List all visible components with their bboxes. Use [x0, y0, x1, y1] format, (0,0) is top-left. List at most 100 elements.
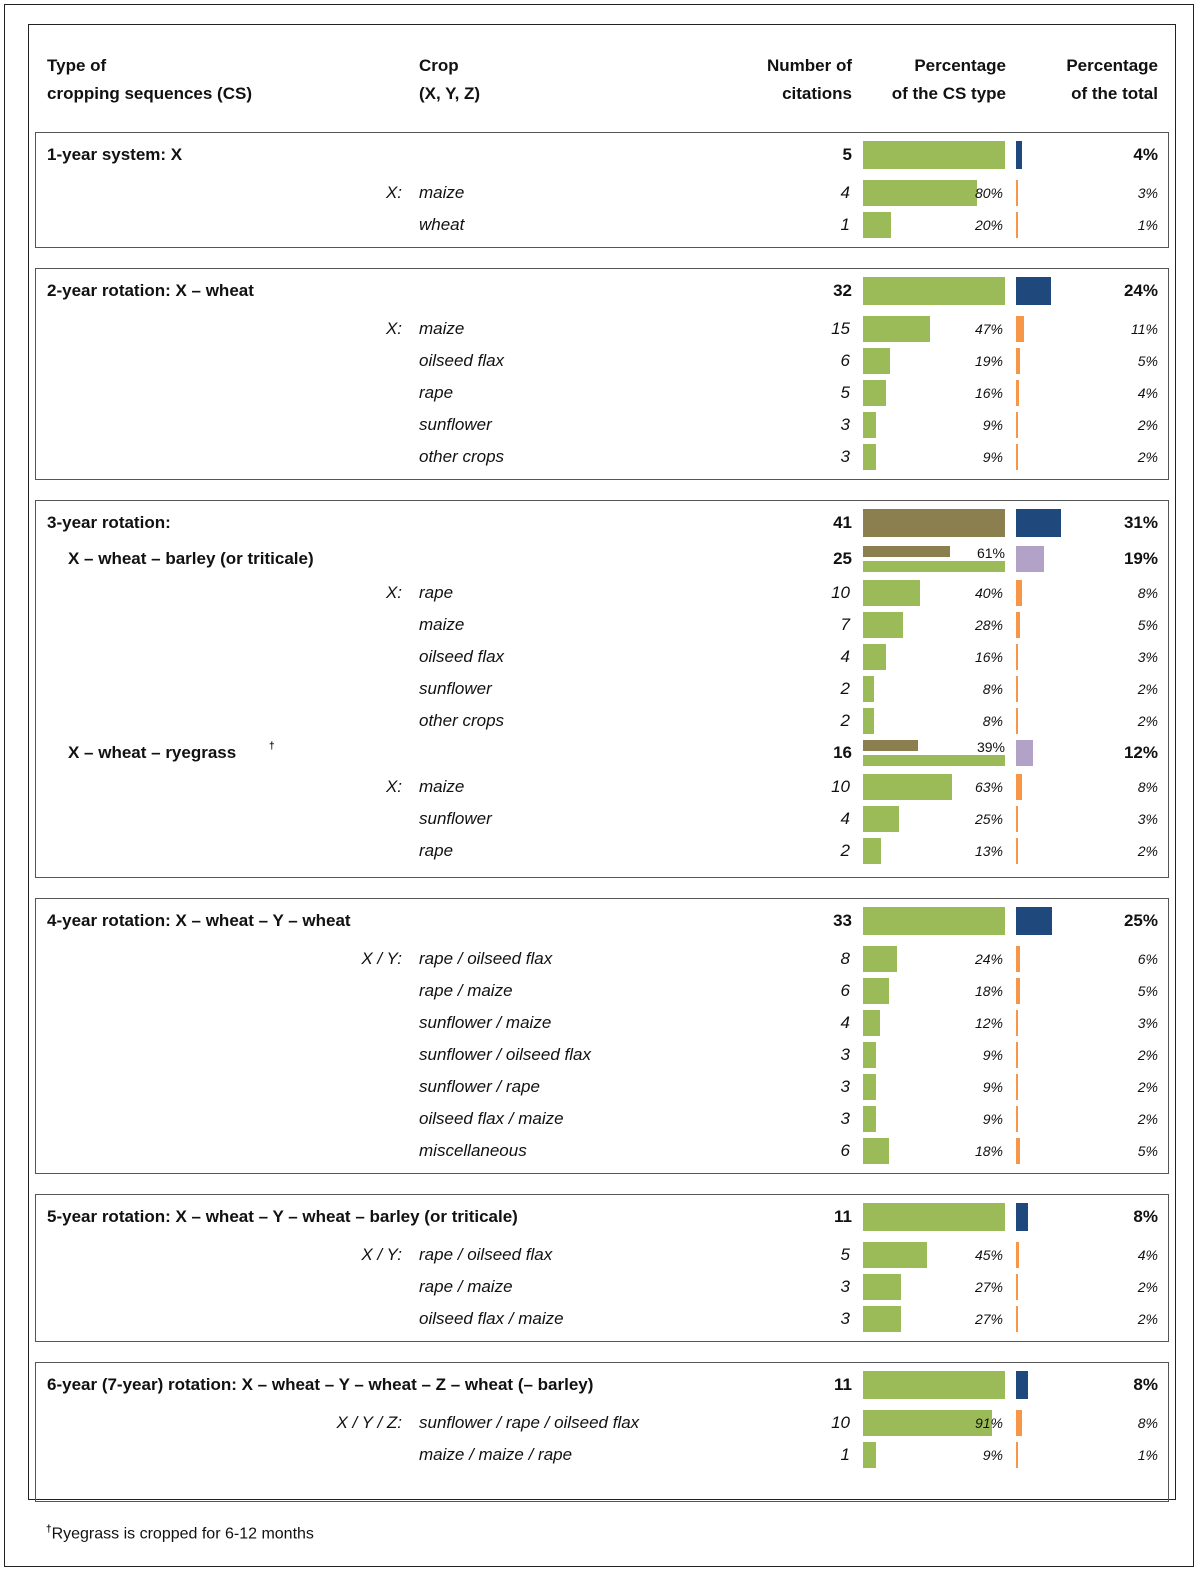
crop-name: maize [419, 777, 465, 796]
header-pct-cs: Percentage of the CS type [840, 52, 1006, 108]
crop-row: X: maize 10 63% 8% [0, 772, 1200, 802]
crop-total-bar [1016, 316, 1024, 342]
section-total-bar [1016, 1203, 1028, 1231]
crop-total-bar [1016, 444, 1018, 470]
crop-count: 5 [840, 383, 850, 402]
crop-pct: 9% [982, 1447, 1003, 1463]
crop-total-pct: 6% [1137, 951, 1158, 967]
crop-pct: 9% [982, 1111, 1003, 1127]
crop-cs-bar [863, 1042, 876, 1068]
section-box [35, 268, 1169, 480]
section-total-pct: 24% [1123, 281, 1158, 300]
crop-cs-bar [863, 412, 876, 438]
section-cs-bar [863, 907, 1005, 935]
crop-total-pct: 2% [1137, 1111, 1158, 1127]
crop-pct: 13% [974, 843, 1003, 859]
crop-name: rape / maize [419, 1277, 513, 1296]
crop-count: 6 [840, 351, 850, 370]
crop-cs-bar [863, 708, 875, 734]
section-box [35, 1194, 1169, 1342]
crop-pct: 9% [982, 449, 1003, 465]
crop-row: other crops 2 8% 2% [0, 706, 1200, 736]
crop-count: 3 [840, 415, 850, 434]
crop-row: oilseed flax 6 19% 5% [0, 346, 1200, 376]
crop-name: rape / maize [419, 981, 513, 1000]
crop-pct: 91% [974, 1415, 1003, 1431]
crop-total-bar [1016, 212, 1018, 238]
crop-total-pct: 2% [1137, 449, 1158, 465]
crop-total-bar [1016, 412, 1018, 438]
header-pct-total-line2: of the total [1071, 84, 1158, 103]
crop-total-pct: 2% [1137, 1311, 1158, 1327]
crop-total-bar [1016, 1242, 1019, 1268]
crop-row: X / Y: rape / oilseed flax 8 24% 6% [0, 944, 1200, 974]
crop-cs-bar [863, 1242, 927, 1268]
crop-row: sunflower 3 9% 2% [0, 410, 1200, 440]
crop-count: 10 [831, 583, 850, 602]
crop-name: sunflower / oilseed flax [419, 1045, 591, 1064]
crop-count: 10 [831, 777, 850, 796]
crop-total-pct: 3% [1137, 185, 1158, 201]
crop-pct: 16% [974, 649, 1003, 665]
crop-pct: 80% [974, 185, 1003, 201]
header-crop-line1: Crop [419, 56, 459, 75]
crop-name: rape [419, 841, 454, 860]
crop-total-pct: 8% [1137, 779, 1158, 795]
subsection-total-bar [1016, 740, 1034, 766]
crop-total-pct: 5% [1137, 353, 1158, 369]
crop-row: rape / maize 6 18% 5% [0, 976, 1200, 1006]
crop-total-pct: 11% [1131, 321, 1158, 337]
crop-pct: 9% [982, 1047, 1003, 1063]
header-citations: Number of citations [700, 52, 852, 108]
crop-pct: 9% [982, 1079, 1003, 1095]
section-box [35, 898, 1169, 1174]
crop-row: oilseed flax 4 16% 3% [0, 642, 1200, 672]
crop-count: 7 [840, 615, 850, 634]
crop-cs-bar [863, 348, 890, 374]
crop-total-bar [1016, 612, 1020, 638]
subsection-row: X – wheat – ryegrass † 16 39% 12% [0, 738, 1200, 768]
crop-total-pct: 1% [1137, 217, 1158, 233]
crop-count: 3 [840, 1077, 850, 1096]
section-total-bar [1016, 1371, 1028, 1399]
crop-pct: 24% [974, 951, 1003, 967]
crop-row: X / Y: rape / oilseed flax 5 45% 4% [0, 1240, 1200, 1270]
section-title: 3-year rotation: [47, 513, 171, 532]
section-count: 11 [834, 1207, 852, 1226]
crop-name: maize [419, 319, 465, 338]
header-pct-cs-line2: of the CS type [891, 84, 1006, 103]
crop-total-bar [1016, 774, 1022, 800]
crop-name: rape [419, 383, 454, 402]
crop-name: rape / oilseed flax [419, 1245, 553, 1264]
subsection-total-pct: 12% [1123, 743, 1158, 762]
crop-count: 10 [831, 1413, 850, 1432]
crop-name: oilseed flax / maize [419, 1309, 564, 1328]
section-row: 2-year rotation: X – wheat 32 24% [0, 276, 1200, 306]
crop-count: 4 [840, 183, 850, 202]
crop-cs-bar [863, 644, 886, 670]
crop-row: sunflower / oilseed flax 3 9% 2% [0, 1040, 1200, 1070]
section-title: 6-year (7-year) rotation: X – wheat – Y … [47, 1375, 594, 1394]
header-pct-cs-line1: Percentage [914, 56, 1006, 75]
subsection-total-pct: 19% [1123, 549, 1158, 568]
crop-pct: 45% [974, 1247, 1003, 1263]
section-box [35, 1362, 1169, 1502]
crop-total-bar [1016, 1074, 1018, 1100]
crop-count: 4 [840, 1013, 850, 1032]
crop-total-bar [1016, 580, 1022, 606]
crop-count: 4 [840, 809, 850, 828]
crop-pct: 19% [974, 353, 1003, 369]
crop-total-bar [1016, 1306, 1018, 1332]
section-row: 6-year (7-year) rotation: X – wheat – Y … [0, 1370, 1200, 1400]
header-pct-total-line1: Percentage [1066, 56, 1158, 75]
crop-pct: 28% [974, 617, 1003, 633]
section-box [35, 132, 1169, 248]
crop-row: rape 2 13% 2% [0, 836, 1200, 866]
section-count: 5 [842, 145, 852, 164]
crop-total-bar [1016, 180, 1019, 206]
crop-prefix: X: [385, 319, 402, 338]
crop-prefix: X / Y / Z: [336, 1413, 402, 1432]
crop-cs-bar [863, 612, 903, 638]
crop-row: sunflower 2 8% 2% [0, 674, 1200, 704]
crop-total-pct: 3% [1137, 649, 1158, 665]
